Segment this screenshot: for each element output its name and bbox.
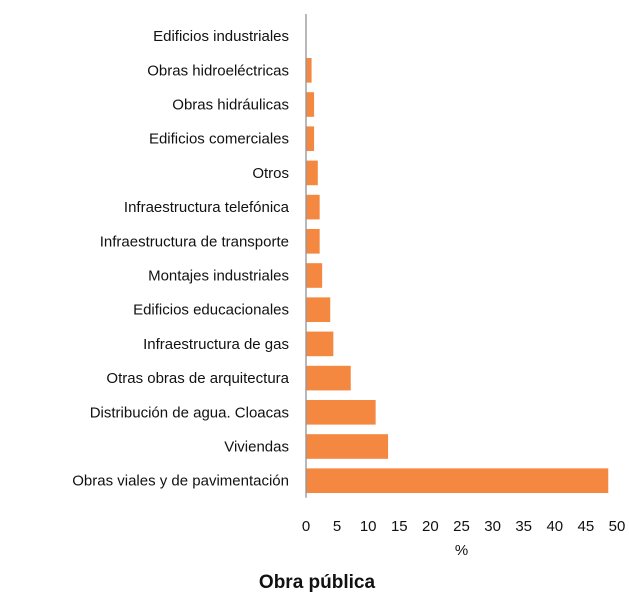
x-tick-label: 30 xyxy=(484,518,501,535)
x-tick-label: 0 xyxy=(302,518,310,535)
bar xyxy=(306,331,334,357)
x-tick-label: 50 xyxy=(609,518,626,535)
category-label: Infraestructura de transporte xyxy=(100,233,289,250)
x-tick-label: 40 xyxy=(546,518,563,535)
category-label: Otras obras de arquitectura xyxy=(106,370,289,387)
chart-title: Obra pública xyxy=(259,572,376,593)
category-label: Otros xyxy=(252,165,289,182)
x-tick-label: 10 xyxy=(360,518,377,535)
category-label: Obras viales y de pavimentación xyxy=(72,473,289,490)
category-label: Montajes industriales xyxy=(148,268,289,285)
category-label: Edificios industriales xyxy=(153,28,289,45)
x-tick-label: 20 xyxy=(422,518,439,535)
bar xyxy=(306,399,376,425)
bar xyxy=(306,468,609,494)
bar xyxy=(306,194,320,220)
category-labels: Edificios industriales Obras hidroeléctri… xyxy=(72,28,289,490)
bar xyxy=(306,160,318,186)
category-label: Obras hidráulicas xyxy=(172,97,289,114)
category-label: Infraestructura de gas xyxy=(143,336,289,353)
x-tick-labels: 0 5 10 15 20 25 30 35 40 45 50 xyxy=(302,518,626,535)
x-tick-label: 35 xyxy=(515,518,532,535)
bar xyxy=(306,228,320,254)
x-tick-label: 5 xyxy=(333,518,341,535)
x-tick-label: 45 xyxy=(578,518,595,535)
bar xyxy=(306,263,323,288)
category-label: Obras hidroeléctricas xyxy=(147,62,289,79)
category-label: Viviendas xyxy=(224,439,289,456)
x-axis-title: % xyxy=(455,542,468,559)
x-tick-label: 25 xyxy=(453,518,470,535)
bar xyxy=(306,297,331,323)
bar xyxy=(306,57,312,83)
x-tick-label: 15 xyxy=(391,518,408,535)
bar xyxy=(306,365,351,391)
category-label: Edificios educacionales xyxy=(133,302,289,319)
bars xyxy=(306,57,609,494)
bar xyxy=(306,92,315,117)
category-label: Distribución de agua. Cloacas xyxy=(90,404,289,421)
bar xyxy=(306,434,389,459)
category-label: Infraestructura telefónica xyxy=(124,199,290,216)
bar xyxy=(306,126,315,152)
category-label: Edificios comerciales xyxy=(149,131,289,148)
